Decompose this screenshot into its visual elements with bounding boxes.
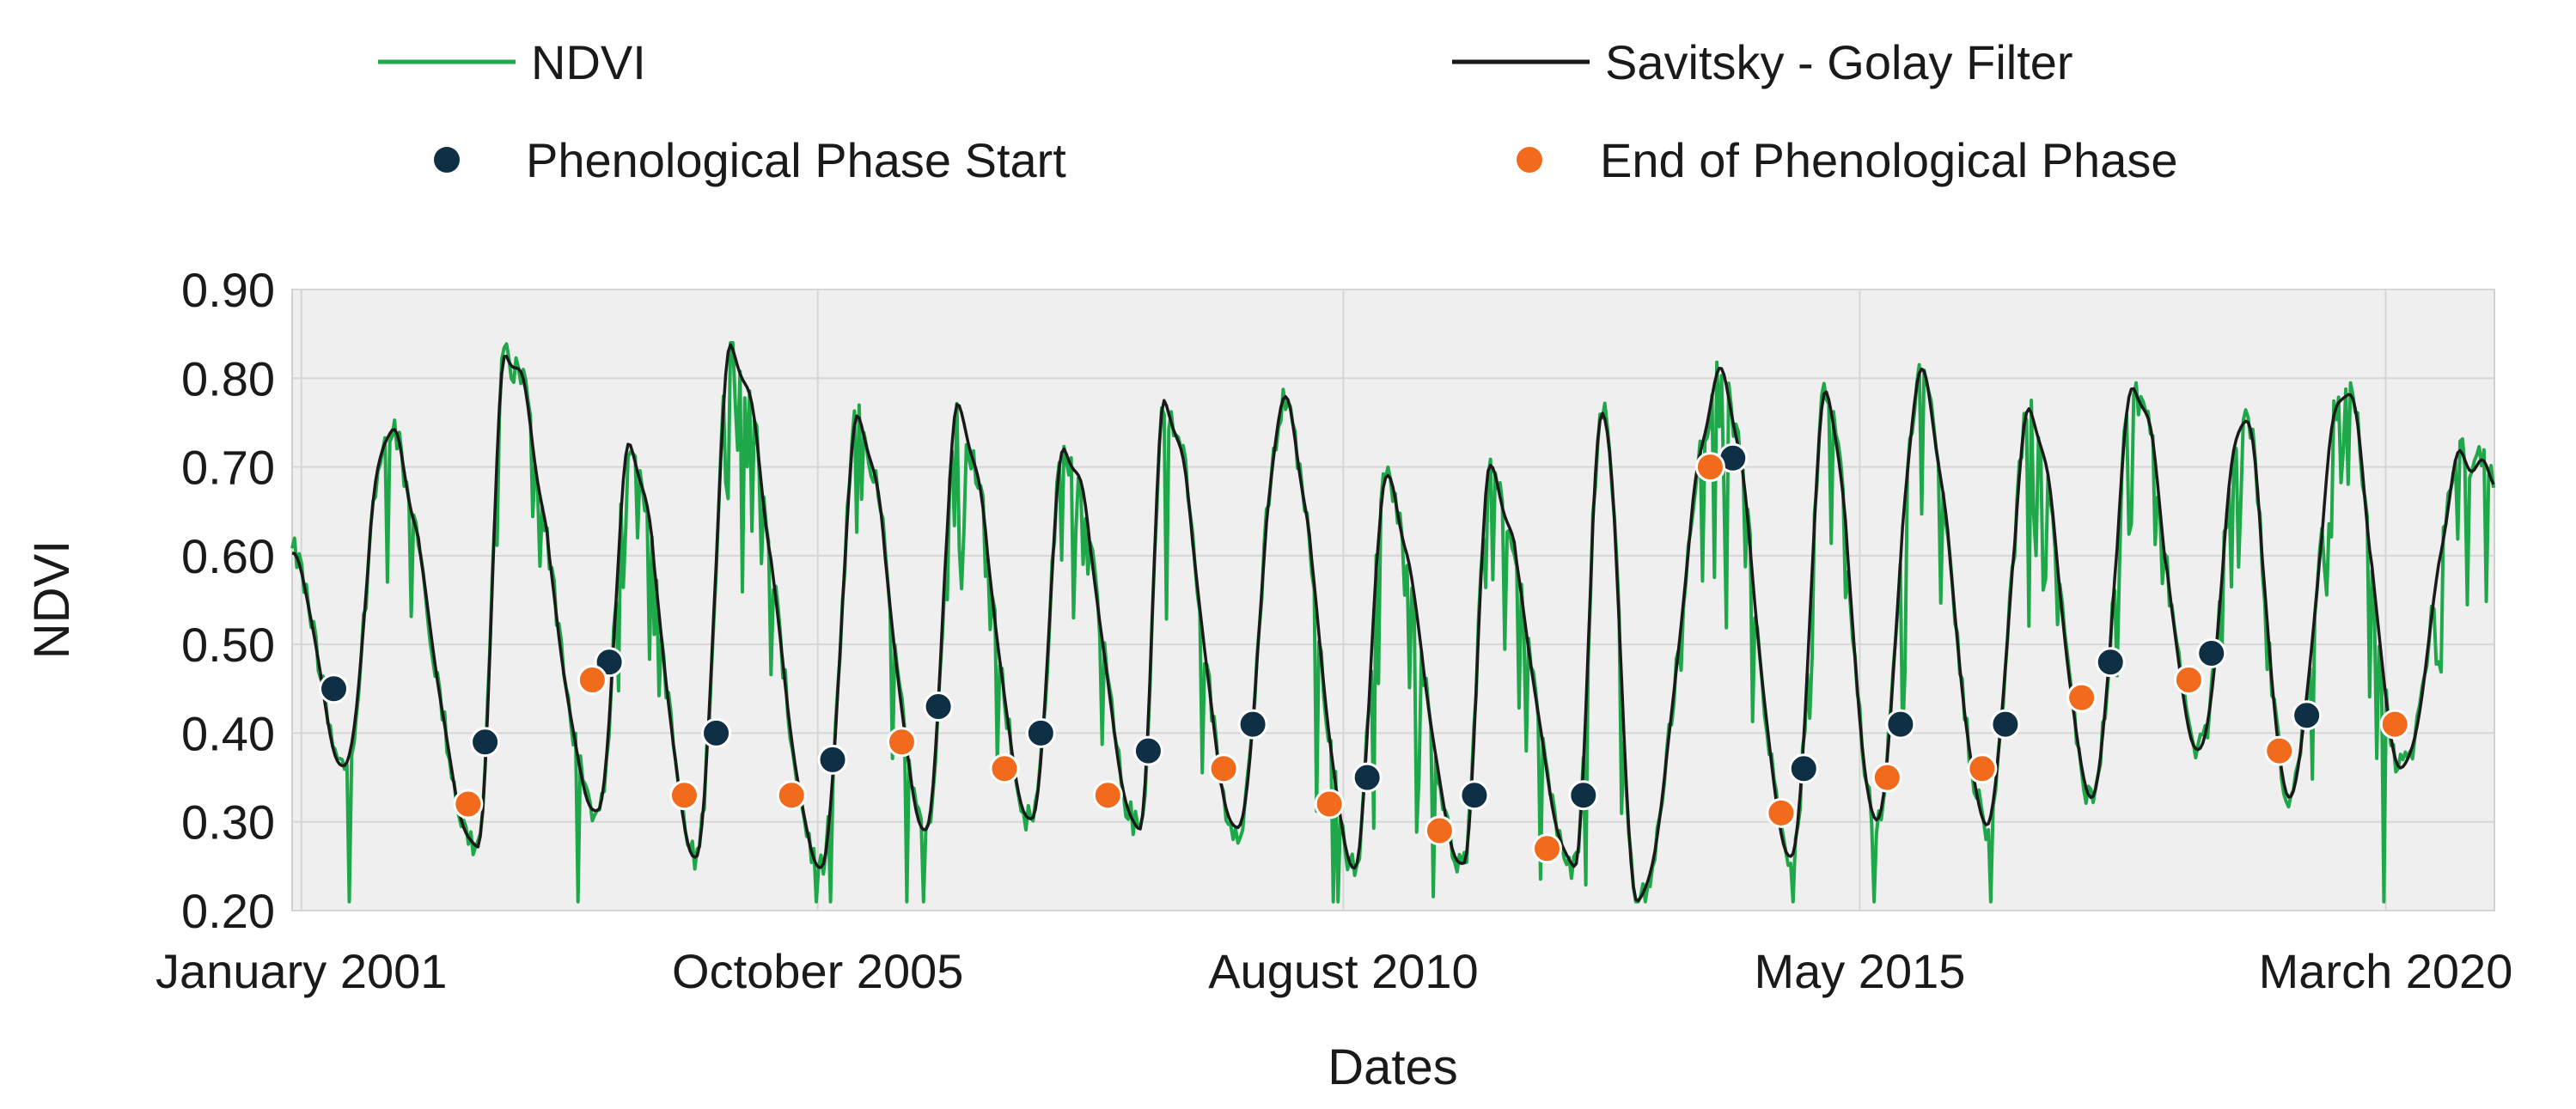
phase-end-point (776, 780, 807, 811)
y-tick-label: 0.20 (181, 884, 275, 938)
phase-start-point (1352, 762, 1383, 793)
series-savitsky-golay-filter (291, 343, 2495, 903)
x-axis-title: Dates (1328, 1039, 1458, 1095)
legend-label-start: Phenological Phase Start (526, 133, 1066, 187)
y-tick-label: 0.50 (181, 618, 275, 672)
phase-end-point (577, 664, 607, 695)
y-tick-label: 0.60 (181, 529, 275, 583)
legend-label-filter: Savitsky - Golay Filter (1605, 35, 2073, 89)
phase-start-point (1025, 717, 1056, 748)
y-tick-label: 0.70 (181, 441, 275, 495)
legend-marker-end (1517, 147, 1542, 173)
x-axis-ticks: January 2001 October 2005 August 2010 May 2… (156, 944, 2512, 998)
phase-end-point (1314, 789, 1345, 820)
x-tick-label: August 2010 (1208, 944, 1478, 998)
phase-end-point (1092, 780, 1123, 811)
legend-marker-start (434, 147, 460, 173)
phase-start-point (2196, 637, 2227, 668)
phase-end-point (1766, 797, 1797, 828)
phase-start-point (470, 727, 501, 758)
phase-end-point (2264, 735, 2295, 766)
phase-start-point (1885, 709, 1916, 740)
phase-start-point (817, 744, 848, 775)
phase-start-point (1459, 780, 1490, 811)
phase-start-point (2292, 700, 2323, 731)
phase-end-point (1694, 452, 1725, 483)
phase-end-point (2173, 664, 2204, 695)
phase-end-point (1208, 753, 1239, 784)
phase-start-point (1990, 709, 2021, 740)
chart-series (290, 341, 2495, 904)
end-of-phenological-phase-points (453, 452, 2410, 864)
phase-end-point (1424, 815, 1455, 846)
x-tick-label: May 2015 (1754, 944, 1965, 998)
phase-start-point (701, 717, 732, 748)
y-axis-ticks: 0.90 0.80 0.70 0.60 0.50 0.40 0.30 0.20 (181, 263, 275, 938)
phase-end-point (668, 780, 699, 811)
phenological-phase-start-points (319, 442, 2323, 811)
y-tick-label: 0.30 (181, 795, 275, 850)
phase-start-point (1788, 753, 1819, 784)
legend-label-ndvi: NDVI (531, 35, 646, 89)
phase-start-point (1568, 780, 1599, 811)
phase-end-point (989, 753, 1020, 784)
y-tick-label: 0.80 (181, 351, 275, 405)
phase-start-point (1132, 735, 1163, 766)
x-tick-label: January 2001 (156, 944, 447, 998)
plot-area (291, 289, 2495, 911)
phase-start-point (319, 673, 350, 704)
phase-start-point (1237, 709, 1268, 740)
legend: NDVI Savitsky - Golay Filter Phenologica… (378, 35, 2178, 187)
phase-end-point (1871, 762, 1902, 793)
y-tick-label: 0.90 (181, 263, 275, 317)
phase-end-point (453, 789, 484, 820)
phase-end-point (1532, 833, 1563, 864)
phase-start-point (923, 691, 954, 722)
phase-end-point (1967, 753, 1998, 784)
y-tick-label: 0.40 (181, 706, 275, 760)
grid (292, 289, 2494, 911)
y-axis-title: NDVI (24, 540, 80, 660)
x-tick-label: March 2020 (2259, 944, 2513, 998)
phase-end-point (2066, 682, 2097, 713)
x-tick-label: October 2005 (672, 944, 963, 998)
legend-label-end: End of Phenological Phase (1600, 133, 2178, 187)
phase-start-point (2095, 647, 2126, 678)
phase-end-point (886, 727, 917, 758)
phase-end-point (2379, 709, 2410, 740)
